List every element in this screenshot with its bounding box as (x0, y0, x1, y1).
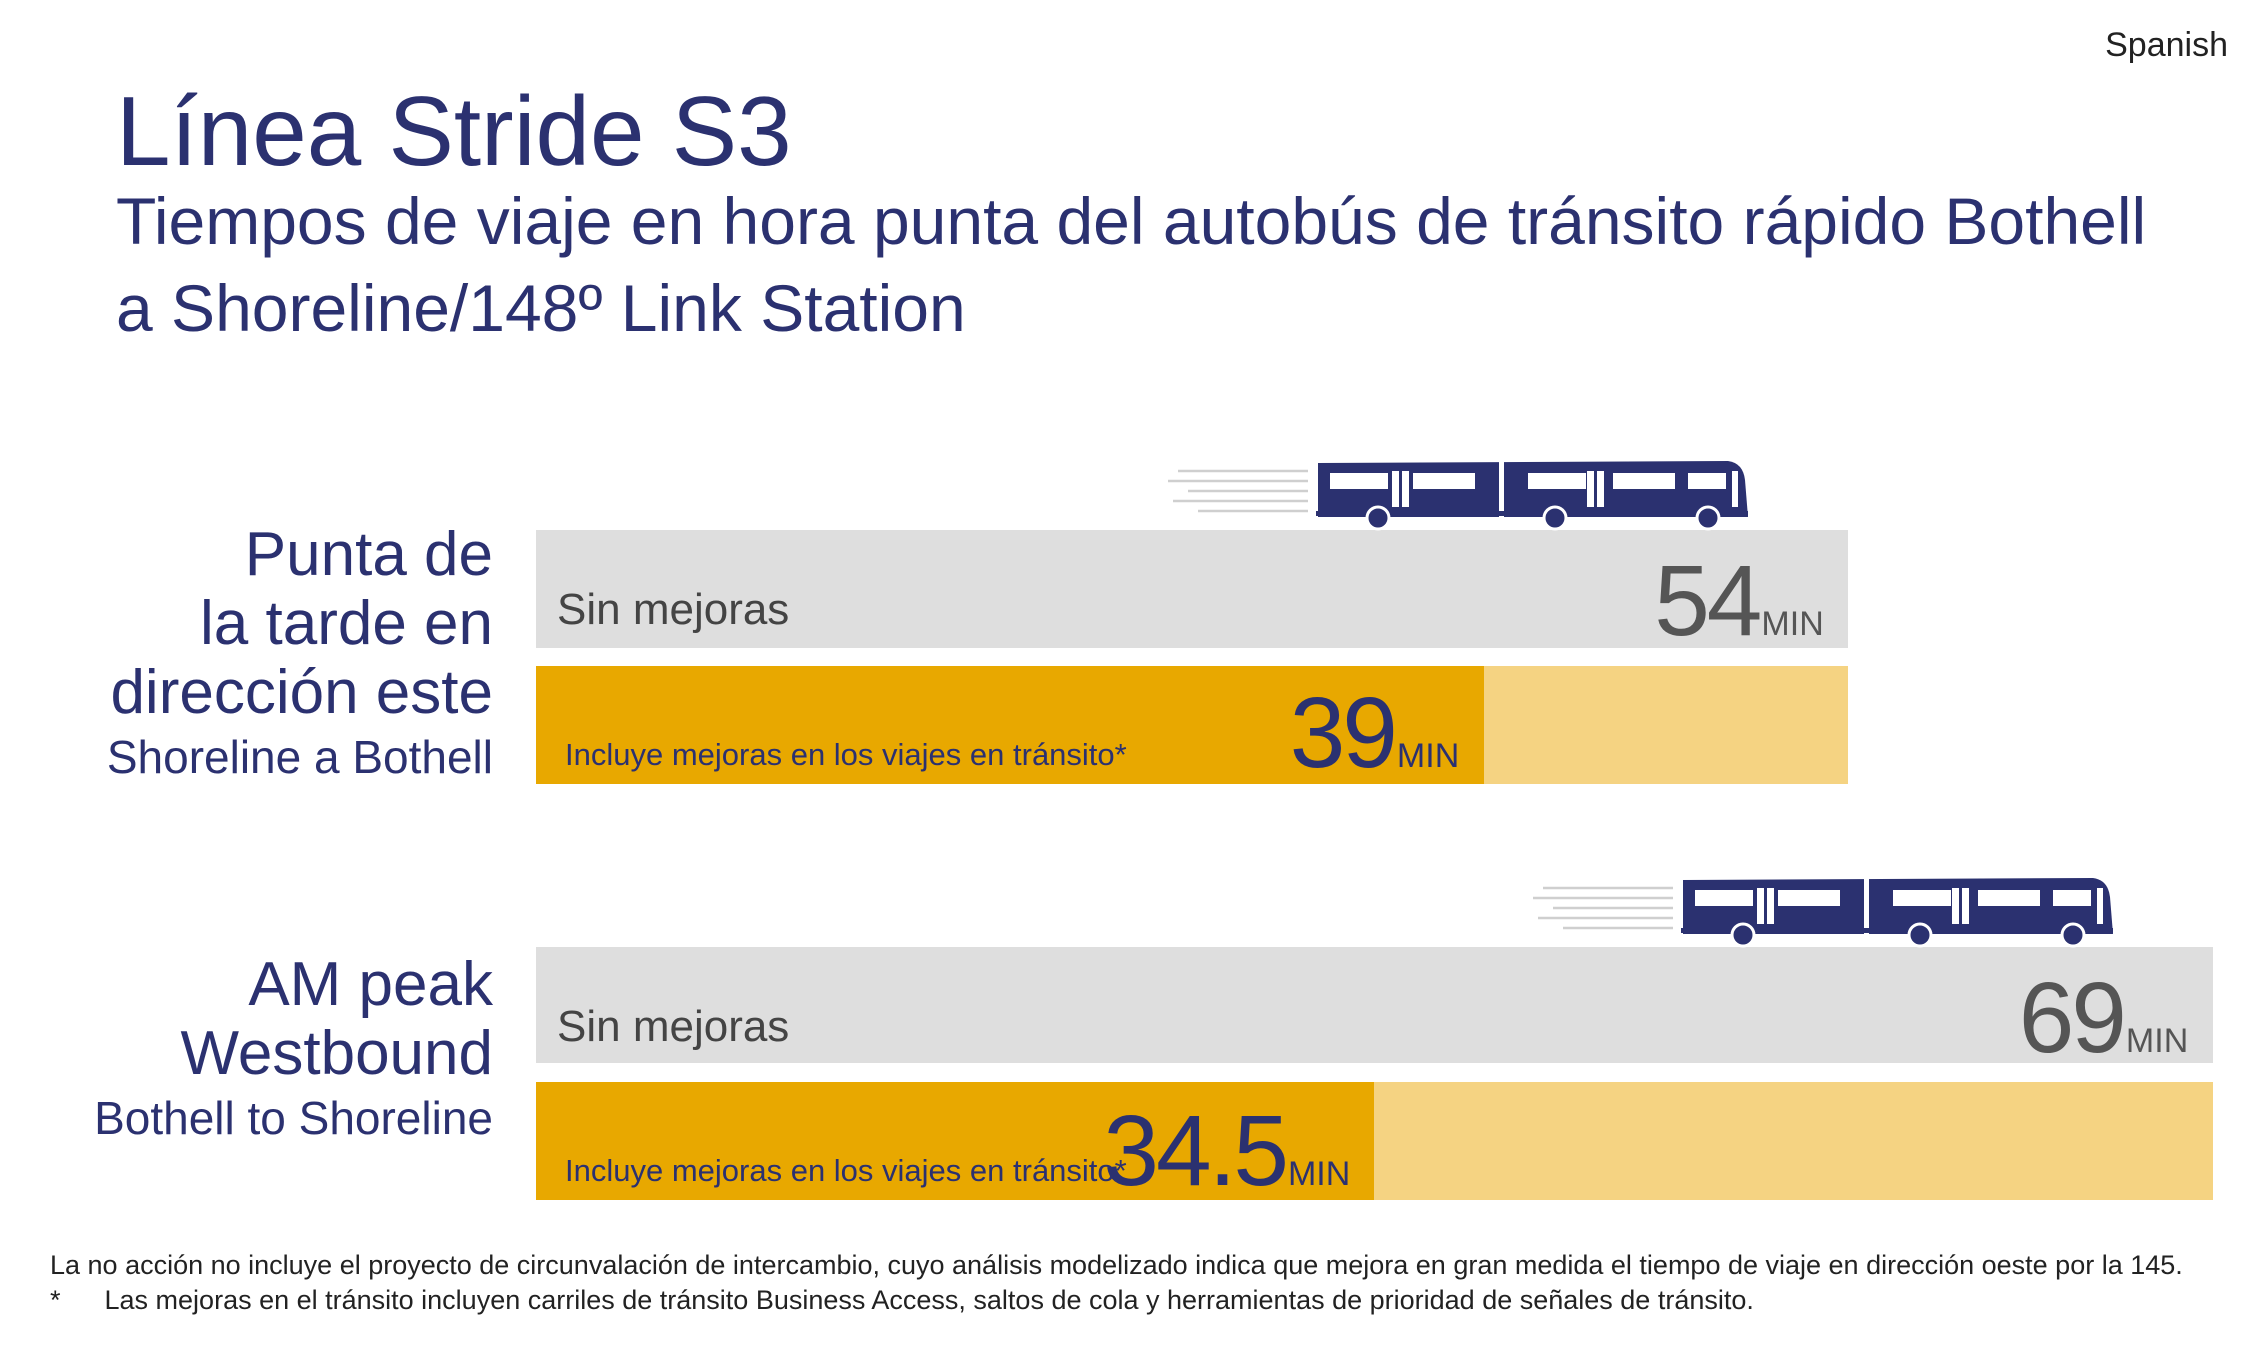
group-1-label-line-3: dirección este (110, 658, 493, 727)
bus-icon (1168, 459, 1749, 531)
group-1-label: Punta de la tarde en dirección este Shor… (107, 520, 493, 787)
bar-label: Incluye mejoras en los viajes en tránsit… (565, 1153, 1127, 1188)
bar-with-improvements (536, 1082, 1375, 1200)
group-1-label-line-2: la tarde en (200, 589, 493, 658)
bar-value-label: 39MIN (1289, 677, 1460, 789)
bar-label: Incluye mejoras en los viajes en tránsit… (565, 737, 1127, 772)
group-1-label-line-1: Punta de (244, 520, 493, 589)
footnote-2-text: Las mejoras en el tránsito incluyen carr… (104, 1285, 1754, 1315)
bar-label: Sin mejoras (557, 585, 790, 634)
group-2-route: Bothell to Shoreline (94, 1092, 493, 1144)
group-2-label-line-2: Westbound (180, 1019, 493, 1088)
group-2-label: AM peak Westbound Bothell to Shoreline (94, 950, 493, 1148)
bar-value-label: 69MIN (2018, 962, 2189, 1074)
bar-without-improvements (536, 947, 2213, 1063)
bar-with-improvements (536, 666, 1484, 784)
bar-without-improvements (536, 530, 1849, 648)
group-1-route: Shoreline a Bothell (106, 731, 493, 783)
language-tag: Spanish (2105, 26, 2228, 64)
bar-label: Sin mejoras (557, 1002, 790, 1051)
footnote-marker: * (50, 1285, 61, 1315)
group-2-label-line-1: AM peak (248, 950, 493, 1019)
page-title: Línea Stride S3 (116, 76, 792, 186)
footnote-1: La no acción no incluye el proyecto de c… (50, 1250, 2183, 1280)
bar-value-label: 34.5MIN (1103, 1095, 1351, 1207)
bus-icon (1532, 876, 2113, 948)
page-subtitle: Tiempos de viaje en hora punta del autob… (116, 184, 2147, 345)
footnote-2: * Las mejoras en el tránsito incluyen car… (50, 1285, 1754, 1316)
bar-value-label: 54MIN (1654, 545, 1824, 657)
